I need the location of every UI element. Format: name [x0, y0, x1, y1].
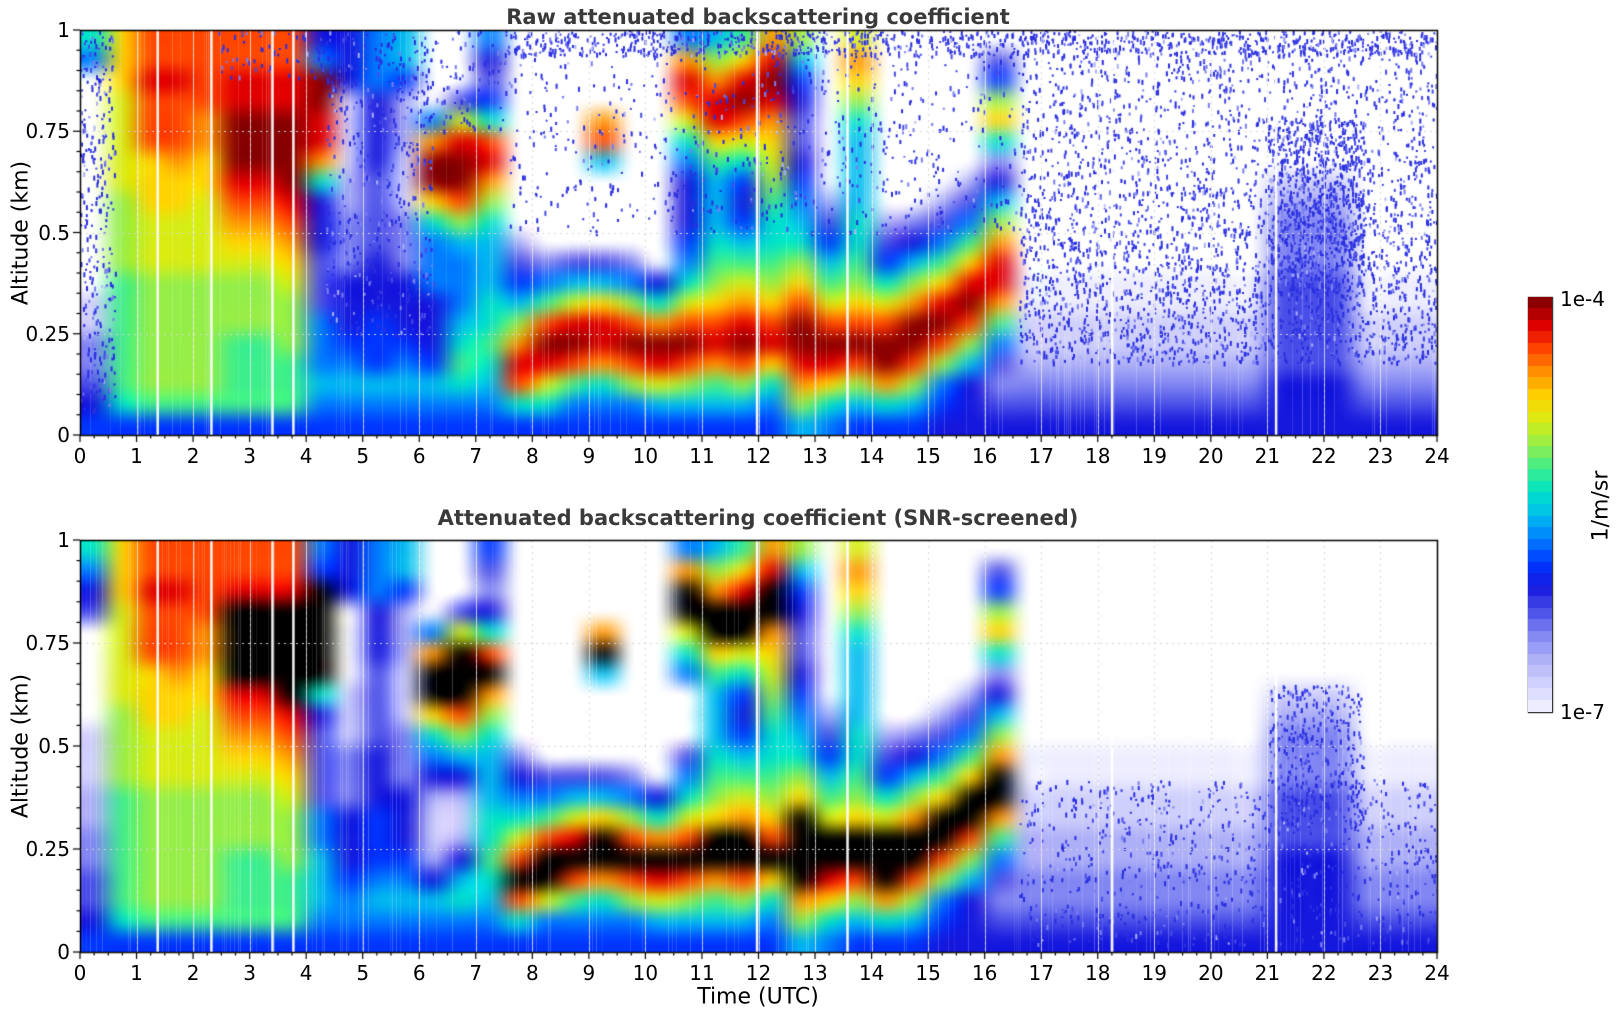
top-panel-title: Raw attenuated backscattering coefficien… [506, 5, 1010, 29]
x-tick-label: 9 [582, 961, 596, 985]
x-tick-label: 22 [1311, 961, 1337, 985]
x-tick-label: 3 [243, 444, 256, 468]
x-tick-label: 9 [582, 444, 596, 468]
x-tick-label: 22 [1311, 444, 1337, 468]
x-tick-label: 5 [356, 961, 370, 985]
x-tick-label: 4 [299, 444, 313, 468]
x-tick-label: 16 [971, 961, 998, 985]
y-tick-label: 0.75 [25, 119, 70, 144]
x-tick-label: 11 [689, 444, 715, 468]
x-tick-label: 24 [1424, 444, 1450, 468]
x-tick-label: 7 [469, 444, 483, 468]
x-tick-label: 21 [1254, 961, 1281, 985]
x-tick-label: 21 [1254, 444, 1281, 468]
x-tick-label: 18 [1085, 444, 1111, 468]
x-tick-label: 24 [1424, 961, 1450, 985]
x-tick-label: 2 [186, 961, 200, 985]
y-tick-label: 0.5 [38, 734, 70, 758]
x-tick-label: 20 [1198, 444, 1224, 468]
top-y-axis-label: Altitude (km) [8, 160, 34, 306]
y-tick-label: 0.25 [25, 837, 70, 861]
x-tick-label: 19 [1141, 444, 1168, 468]
x-tick-label: 15 [915, 444, 941, 468]
x-tick-label: 1 [130, 444, 143, 468]
x-tick-label: 10 [632, 444, 659, 468]
bottom-panel-title: Attenuated backscattering coefficient (S… [437, 506, 1079, 530]
x-tick-label: 8 [525, 961, 539, 985]
x-tick-label: 14 [858, 961, 885, 985]
x-tick-label: 5 [356, 444, 370, 468]
x-tick-label: 19 [1141, 961, 1168, 985]
x-tick-label: 12 [745, 961, 772, 985]
x-tick-label: 1 [130, 961, 143, 985]
y-tick-label: 0.25 [25, 321, 70, 346]
x-tick-label: 10 [632, 961, 659, 985]
x-tick-label: 12 [745, 444, 772, 468]
x-tick-label: 3 [243, 961, 256, 985]
x-tick-label: 13 [802, 444, 828, 468]
x-tick-label: 14 [858, 444, 885, 468]
x-tick-label: 18 [1085, 961, 1111, 985]
y-tick-label: 1 [57, 528, 70, 552]
y-tick-label: 0 [57, 940, 70, 964]
x-tick-label: 17 [1028, 961, 1054, 985]
x-tick-label: 11 [689, 961, 715, 985]
x-tick-label: 16 [971, 444, 998, 468]
colorbar-units-label: 1/m/sr [1588, 470, 1614, 542]
x-tick-label: 23 [1367, 961, 1394, 985]
top-heatmap-canvas [80, 30, 1437, 435]
x-tick-label: 4 [299, 961, 313, 985]
x-tick-label: 23 [1367, 444, 1394, 468]
x-axis-label: Time (UTC) [697, 984, 819, 1010]
bottom-y-axis-label: Altitude (km) [8, 673, 34, 819]
colorbar-max-label: 1e-4 [1560, 287, 1605, 311]
y-tick-label: 1 [57, 18, 70, 42]
x-tick-label: 13 [802, 961, 828, 985]
x-tick-label: 6 [412, 961, 426, 985]
colorbar-canvas [1528, 297, 1552, 712]
bottom-heatmap-canvas [80, 540, 1437, 952]
y-tick-label: 0.5 [38, 220, 70, 245]
x-tick-label: 7 [469, 961, 483, 985]
y-tick-label: 0.75 [25, 631, 70, 655]
x-tick-label: 2 [186, 444, 200, 468]
x-tick-label: 20 [1198, 961, 1224, 985]
y-tick-label: 0 [57, 423, 70, 447]
x-tick-label: 15 [915, 961, 941, 985]
x-tick-label: 6 [412, 444, 426, 468]
x-tick-label: 0 [73, 961, 87, 985]
x-tick-label: 8 [525, 444, 539, 468]
x-tick-label: 17 [1028, 444, 1054, 468]
x-tick-label: 0 [73, 444, 87, 468]
colorbar-min-label: 1e-7 [1560, 700, 1605, 724]
